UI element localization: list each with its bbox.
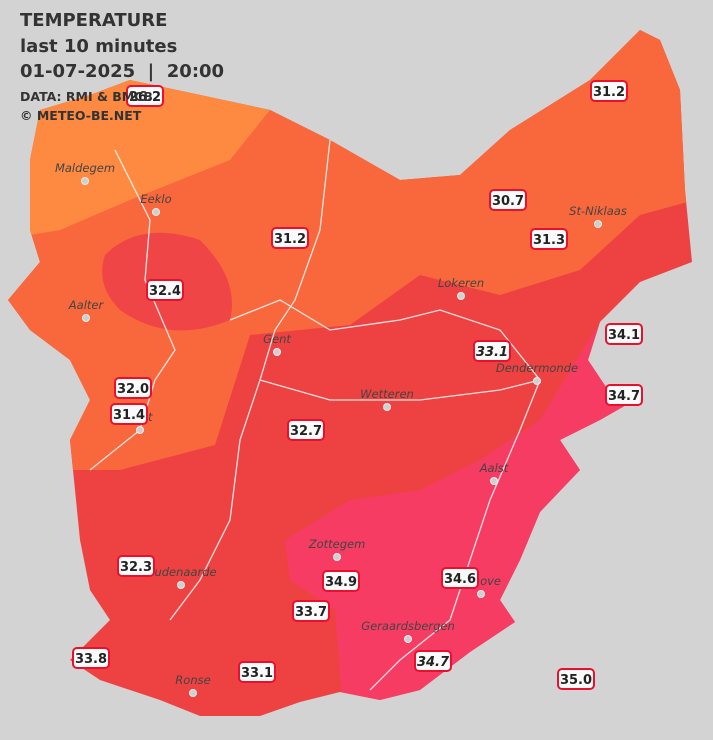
labels: Maldegem Eeklo Aalter Gent Lokeren St-Niklaas… (55, 80, 643, 697)
station-value: 33.7 (295, 605, 327, 620)
city-dot (81, 177, 89, 185)
station-box (114, 377, 152, 399)
station-value: 32.3 (120, 560, 152, 575)
station-value: 31.2 (274, 232, 306, 247)
station-box (110, 403, 148, 425)
source: DATA: RMI & BMCB (20, 89, 153, 104)
city-dot (82, 314, 90, 322)
city-dot (177, 581, 185, 589)
city-name: Gent (263, 332, 291, 346)
city-name: Eeklo (140, 192, 171, 206)
station-value: 31.2 (593, 85, 625, 100)
station-value: 34.9 (325, 575, 357, 590)
city-name: St-Niklaas (569, 204, 627, 218)
station-box (271, 227, 309, 249)
city-name: Lokeren (438, 276, 484, 290)
station-box (238, 661, 276, 683)
station-value: 34.7 (417, 655, 450, 670)
station-value: 32.7 (290, 424, 322, 439)
station-box (605, 323, 643, 345)
datetime: 01-07-2025 | 20:00 (20, 61, 224, 82)
city-name: Zottegem (308, 537, 366, 551)
station-box (292, 600, 330, 622)
station-box (322, 570, 360, 592)
city-dot (189, 689, 197, 697)
city-name: Ronse (175, 673, 210, 687)
station-value: 26.2 (129, 90, 161, 105)
city-name: Wetteren (360, 387, 414, 401)
city-dot (383, 403, 391, 411)
city-dot (152, 208, 160, 216)
station-box (590, 80, 628, 102)
city-dot (333, 553, 341, 561)
station-box (146, 279, 184, 301)
station-box (441, 567, 479, 589)
station-box (72, 647, 110, 669)
station-value: 34.1 (608, 328, 640, 343)
station-box (117, 555, 155, 577)
station-value: 34.7 (608, 389, 640, 404)
city-name: Oudenaarde (145, 565, 216, 579)
station-box (557, 668, 595, 690)
subtitle: last 10 minutes (20, 36, 177, 57)
station-box (605, 384, 643, 406)
station-value: 34.6 (444, 572, 476, 587)
station-box (489, 189, 527, 211)
station-box (287, 419, 325, 441)
city-name: Maldegem (55, 161, 115, 175)
station-box (126, 85, 164, 107)
station-value: 33.1 (476, 345, 508, 360)
title: TEMPERATURE (20, 10, 167, 31)
station-box (473, 340, 511, 362)
station-value: 31.4 (113, 408, 145, 423)
city-dot (136, 426, 144, 434)
station-box (414, 650, 452, 672)
city-name: Dendermonde (496, 361, 578, 375)
city-name: Aalter (68, 298, 105, 312)
station-value: 33.1 (241, 666, 273, 681)
station-value: 35.0 (560, 673, 592, 688)
city-dot (457, 292, 465, 300)
station-value: 32.0 (117, 382, 149, 397)
city-dot (404, 635, 412, 643)
station-value: 31.3 (533, 233, 565, 248)
header: TEMPERATURE last 10 minutes 01-07-2025 |… (20, 10, 224, 123)
city-name: Geraardsbergen (361, 619, 455, 633)
station-value: 30.7 (492, 194, 524, 209)
city-dot (477, 590, 485, 598)
city-dot (273, 348, 281, 356)
station-value: 33.8 (75, 652, 107, 667)
city-dot (533, 377, 541, 385)
city-dot (594, 220, 602, 228)
copyright: © METEO-BE.NET (20, 108, 142, 123)
station-value: 32.4 (149, 284, 181, 299)
station-box (530, 228, 568, 250)
city-dot (490, 477, 498, 485)
city-name: Aalst (479, 461, 509, 475)
